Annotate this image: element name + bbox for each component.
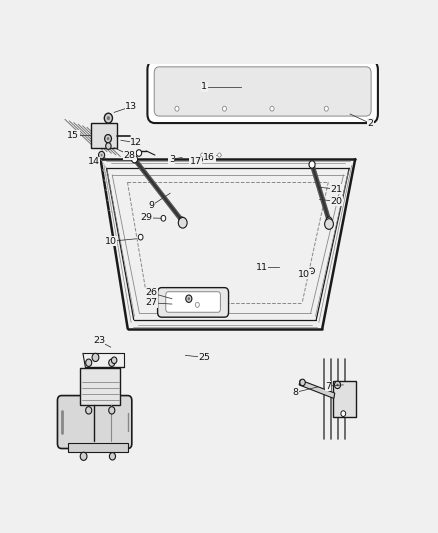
Circle shape — [86, 359, 92, 366]
Circle shape — [107, 116, 110, 120]
Circle shape — [186, 295, 192, 302]
Text: 3: 3 — [169, 155, 175, 164]
FancyBboxPatch shape — [148, 61, 378, 123]
Circle shape — [107, 137, 110, 140]
Text: 26: 26 — [145, 288, 158, 297]
Circle shape — [179, 217, 185, 224]
Circle shape — [80, 452, 87, 461]
Circle shape — [161, 215, 166, 221]
Text: 12: 12 — [130, 138, 142, 147]
Circle shape — [131, 156, 138, 163]
FancyBboxPatch shape — [154, 67, 371, 116]
FancyBboxPatch shape — [166, 292, 220, 312]
Circle shape — [110, 453, 116, 460]
Text: 11: 11 — [256, 263, 268, 272]
Circle shape — [136, 150, 141, 156]
Text: 27: 27 — [145, 298, 158, 308]
Text: 10: 10 — [105, 237, 117, 246]
Text: 20: 20 — [331, 197, 343, 206]
FancyBboxPatch shape — [158, 288, 229, 317]
Text: 23: 23 — [93, 336, 105, 345]
Text: 1: 1 — [201, 82, 207, 91]
Text: 2: 2 — [367, 119, 374, 128]
Circle shape — [195, 302, 199, 308]
Polygon shape — [299, 380, 335, 399]
Text: 29: 29 — [141, 213, 152, 222]
Circle shape — [325, 219, 333, 229]
Circle shape — [92, 353, 99, 361]
Text: 10: 10 — [298, 270, 310, 279]
Circle shape — [101, 154, 102, 156]
Circle shape — [109, 407, 115, 414]
Circle shape — [86, 407, 92, 414]
Circle shape — [326, 217, 332, 224]
Circle shape — [138, 235, 143, 240]
Circle shape — [309, 161, 315, 168]
Text: 9: 9 — [148, 201, 155, 210]
Circle shape — [109, 359, 115, 366]
Circle shape — [300, 379, 305, 386]
Text: 8: 8 — [293, 388, 299, 397]
Bar — [80, 368, 120, 406]
Bar — [333, 381, 356, 417]
Text: 25: 25 — [198, 353, 210, 362]
Circle shape — [187, 297, 190, 301]
Circle shape — [223, 106, 226, 111]
Circle shape — [104, 113, 113, 123]
Circle shape — [341, 411, 346, 416]
Circle shape — [201, 153, 204, 157]
Text: 16: 16 — [203, 152, 215, 161]
Circle shape — [218, 153, 221, 157]
Bar — [92, 124, 117, 148]
Text: 13: 13 — [125, 102, 137, 111]
Circle shape — [270, 106, 274, 111]
Text: 7: 7 — [325, 382, 331, 391]
Circle shape — [111, 357, 117, 364]
Circle shape — [335, 381, 341, 389]
Text: 17: 17 — [190, 157, 201, 166]
FancyBboxPatch shape — [57, 395, 132, 448]
Circle shape — [324, 106, 328, 111]
Circle shape — [336, 384, 339, 386]
Circle shape — [106, 143, 111, 149]
Text: 14: 14 — [88, 157, 100, 166]
Text: 28: 28 — [124, 150, 135, 159]
Circle shape — [105, 134, 111, 143]
Text: 21: 21 — [331, 184, 343, 193]
Circle shape — [99, 151, 105, 159]
Text: 15: 15 — [67, 131, 79, 140]
Circle shape — [178, 217, 187, 228]
Circle shape — [310, 268, 314, 273]
Circle shape — [175, 106, 179, 111]
Bar — [68, 443, 128, 452]
